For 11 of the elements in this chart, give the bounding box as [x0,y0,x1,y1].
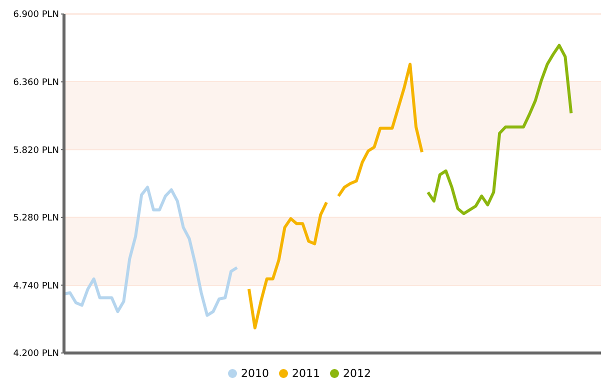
y-tick-label: 6.900 PLN [13,10,59,20]
y-tick-label: 5.820 PLN [13,146,59,156]
y-tick-label: 6.360 PLN [13,78,59,88]
y-tick-label: 4.200 PLN [13,349,59,360]
line-series [426,44,573,216]
legend-label: 2010 [241,367,269,380]
legend-label: 2012 [343,367,371,380]
line-series [62,186,239,317]
y-tick-label: 5.280 PLN [13,214,59,224]
legend-label: 2011 [292,367,320,380]
y-tick-label: 4.740 PLN [13,281,59,292]
